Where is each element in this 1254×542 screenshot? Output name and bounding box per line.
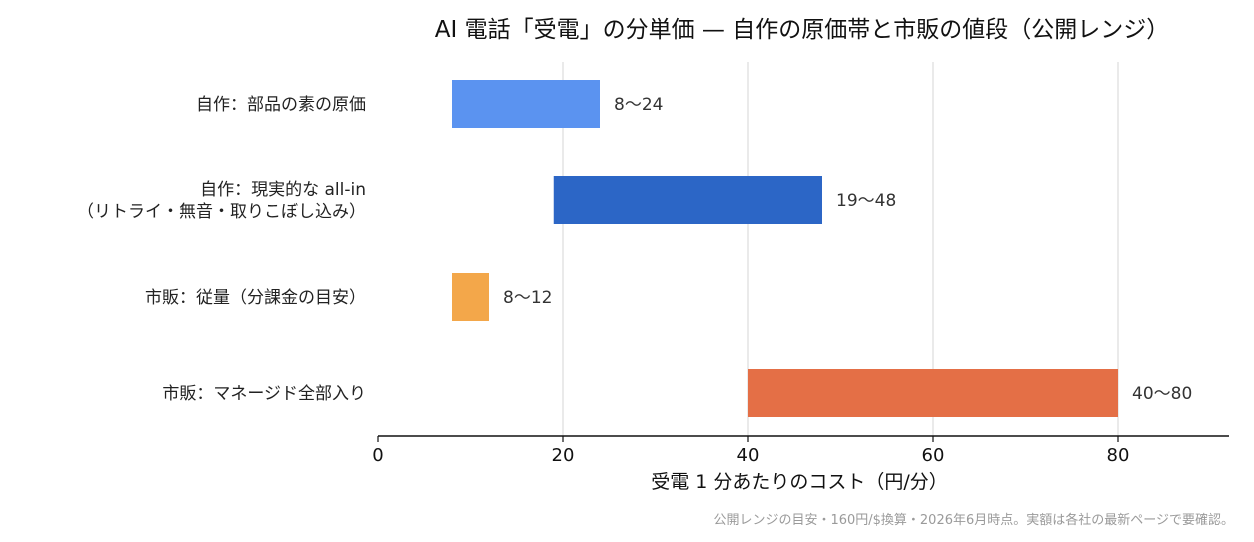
value-label: 19〜48 <box>836 191 896 211</box>
category-label: 自作：現実的な all-in <box>200 180 366 200</box>
value-labels: 8〜24 19〜48 8〜12 40〜80 <box>503 95 1192 404</box>
category-label: 市販：マネージド全部入り <box>162 384 366 404</box>
range-bar <box>452 80 600 128</box>
value-label: 8〜12 <box>503 288 552 308</box>
value-label: 8〜24 <box>614 95 663 115</box>
x-tick-label: 40 <box>737 445 760 466</box>
range-bar <box>452 273 489 321</box>
category-label: （リトライ・無音・取りこぼし込み） <box>77 202 366 222</box>
x-ticks: 0 20 40 60 80 <box>372 436 1129 466</box>
x-tick-label: 0 <box>372 445 383 466</box>
x-tick-label: 20 <box>552 445 575 466</box>
value-label: 40〜80 <box>1132 384 1192 404</box>
x-tick-label: 60 <box>922 445 945 466</box>
chart-title: AI 電話「受電」の分単価 — 自作の原価帯と市販の値段（公開レンジ） <box>434 17 1170 43</box>
x-tick-label: 80 <box>1107 445 1130 466</box>
category-label: 自作：部品の素の原価 <box>196 95 366 115</box>
category-label: 市販：従量（分課金の目安） <box>145 288 366 308</box>
footnote: 公開レンジの目安・160円/$換算・2026年6月時点。実額は各社の最新ページで… <box>713 513 1234 528</box>
x-axis-title: 受電 1 分あたりのコスト（円/分） <box>651 471 948 493</box>
bars <box>452 80 1118 417</box>
range-bar <box>553 176 822 224</box>
range-bar <box>748 369 1118 417</box>
